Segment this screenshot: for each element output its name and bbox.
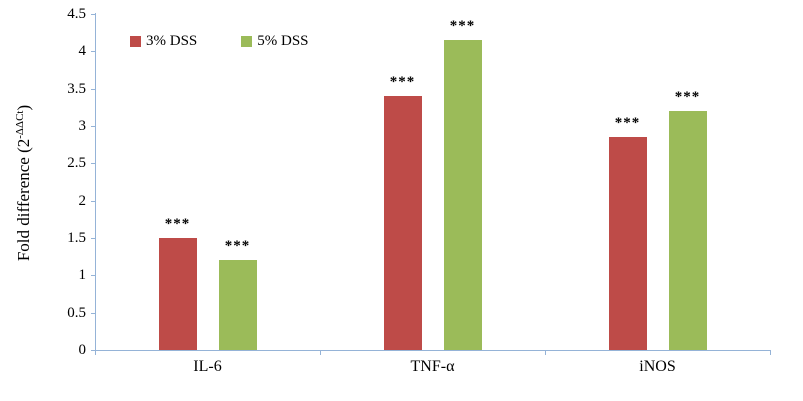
legend-item-3-dss: 3% DSS (130, 33, 197, 50)
legend-swatch-icon (130, 36, 141, 47)
y-axis-line (95, 13, 96, 351)
x-tick-mark (545, 350, 546, 355)
legend-label: 3% DSS (146, 33, 198, 49)
x-category-label: IL-6 (193, 358, 222, 375)
bar-5-dss-inos (668, 111, 707, 350)
legend-item-5-dss: 5% DSS (241, 33, 309, 50)
y-tick-mark (91, 275, 95, 277)
bar-3-dss-inos (608, 137, 647, 350)
y-tick-label: 2 (78, 192, 87, 209)
y-tick-mark (91, 14, 95, 15)
x-tick-mark (770, 350, 771, 355)
y-tick-mark (91, 126, 95, 127)
x-category-label: TNF-α (410, 358, 455, 375)
bar-5-dss-tnf-α (443, 40, 482, 350)
bar-3-dss-tnf-α (383, 96, 422, 350)
y-tick-label: 1 (78, 267, 87, 284)
y-axis-title-close: ) (14, 104, 33, 111)
y-tick-label: 0 (78, 342, 87, 358)
y-tick-label: 3.5 (67, 80, 86, 97)
x-tick-mark (320, 350, 321, 355)
legend-swatch-icon (241, 36, 253, 47)
y-tick-label: 0.5 (67, 304, 86, 321)
y-tick-mark (91, 350, 95, 351)
y-axis-title: Fold difference (2-ΔΔCt) (14, 13, 36, 353)
significance-stars: *** (224, 238, 251, 255)
y-tick-mark (91, 88, 95, 90)
significance-stars: *** (614, 115, 641, 132)
bar-5-dss-il-6 (218, 260, 257, 350)
y-tick-label: 3 (78, 118, 87, 134)
y-axis-title-main: Fold difference (2 (14, 138, 33, 262)
significance-stars: *** (389, 74, 416, 91)
y-tick-label: 4.5 (67, 6, 86, 22)
y-axis-title-exponent: -ΔΔCt (14, 110, 26, 139)
y-tick-mark (91, 238, 95, 239)
x-tick-mark (95, 350, 96, 355)
y-tick-mark (91, 163, 95, 165)
legend: 3% DSS 5% DSS (130, 33, 309, 50)
y-tick-mark (91, 200, 95, 202)
x-axis-line (95, 350, 771, 351)
y-tick-mark (91, 312, 95, 314)
y-tick-label: 2.5 (67, 155, 86, 172)
significance-stars: *** (674, 89, 701, 106)
significance-stars: *** (449, 18, 476, 35)
x-category-label: iNOS (639, 358, 676, 375)
y-tick-mark (91, 51, 95, 53)
y-tick-label: 1.5 (67, 230, 86, 246)
y-tick-label: 4 (78, 43, 87, 60)
legend-label: 5% DSS (257, 33, 309, 49)
significance-stars: *** (164, 216, 191, 232)
bar-3-dss-il-6 (158, 238, 197, 350)
